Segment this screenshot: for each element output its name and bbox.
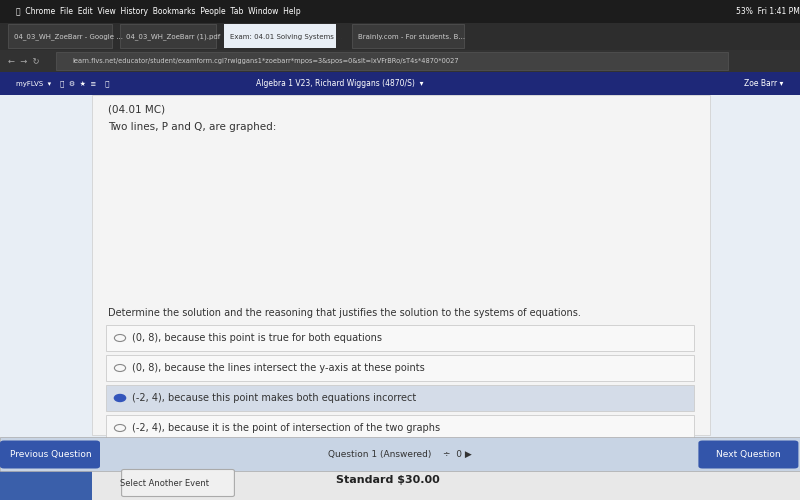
Text: (04.01 MC): (04.01 MC) xyxy=(108,105,165,115)
Text: Previous Question: Previous Question xyxy=(10,450,91,459)
Text: (-2, 4), because it is the point of intersection of the two graphs: (-2, 4), because it is the point of inte… xyxy=(132,423,440,433)
Text: Zoe Barr ▾: Zoe Barr ▾ xyxy=(744,79,783,88)
Text: P: P xyxy=(146,156,154,166)
Text: learn.flvs.net/educator/student/examform.cgi?rwiggans1*zoebarr*mpos=3&spos=0&slt: learn.flvs.net/educator/student/examform… xyxy=(72,58,458,64)
Text: Standard $30.00: Standard $30.00 xyxy=(336,475,440,485)
Text: Next Question: Next Question xyxy=(717,450,781,459)
Text: Question 1 (Answered)    ÷  0 ▶: Question 1 (Answered) ÷ 0 ▶ xyxy=(328,450,472,459)
Text: (-2, 4), because this point makes both equations incorrect: (-2, 4), because this point makes both e… xyxy=(132,393,416,403)
Text: Brainly.com - For students. B...: Brainly.com - For students. B... xyxy=(358,34,466,40)
Text: Q: Q xyxy=(227,134,236,144)
Text: 04_03_WH_ZoeBarr - Google ...: 04_03_WH_ZoeBarr - Google ... xyxy=(14,33,123,40)
Text: 53%  Fri 1:41 PM: 53% Fri 1:41 PM xyxy=(736,7,800,16)
Text: Exam: 04.01 Solving Systems ...: Exam: 04.01 Solving Systems ... xyxy=(230,34,343,40)
Text: 🍎  Chrome  File  Edit  View  History  Bookmarks  People  Tab  Window  Help: 🍎 Chrome File Edit View History Bookmark… xyxy=(16,7,301,16)
Text: Two lines, P and Q, are graphed:: Two lines, P and Q, are graphed: xyxy=(108,122,276,132)
Text: myFLVS  ▾    🏠  ⚙  ★  ≡    📋: myFLVS ▾ 🏠 ⚙ ★ ≡ 📋 xyxy=(16,80,110,87)
Text: (0, 8), because this point is true for both equations: (0, 8), because this point is true for b… xyxy=(132,333,382,343)
Text: (0, 8), because the lines intersect the y-axis at these points: (0, 8), because the lines intersect the … xyxy=(132,363,425,373)
Text: Select Another Event: Select Another Event xyxy=(119,478,209,488)
Text: Algebra 1 V23, Richard Wiggans (4870/S)  ▾: Algebra 1 V23, Richard Wiggans (4870/S) … xyxy=(256,79,423,88)
Text: ←  →  ↻: ← → ↻ xyxy=(8,56,39,66)
Text: 04_03_WH_ZoeBarr (1).pdf: 04_03_WH_ZoeBarr (1).pdf xyxy=(126,33,221,40)
Text: Determine the solution and the reasoning that justifies the solution to the syst: Determine the solution and the reasoning… xyxy=(108,308,581,318)
